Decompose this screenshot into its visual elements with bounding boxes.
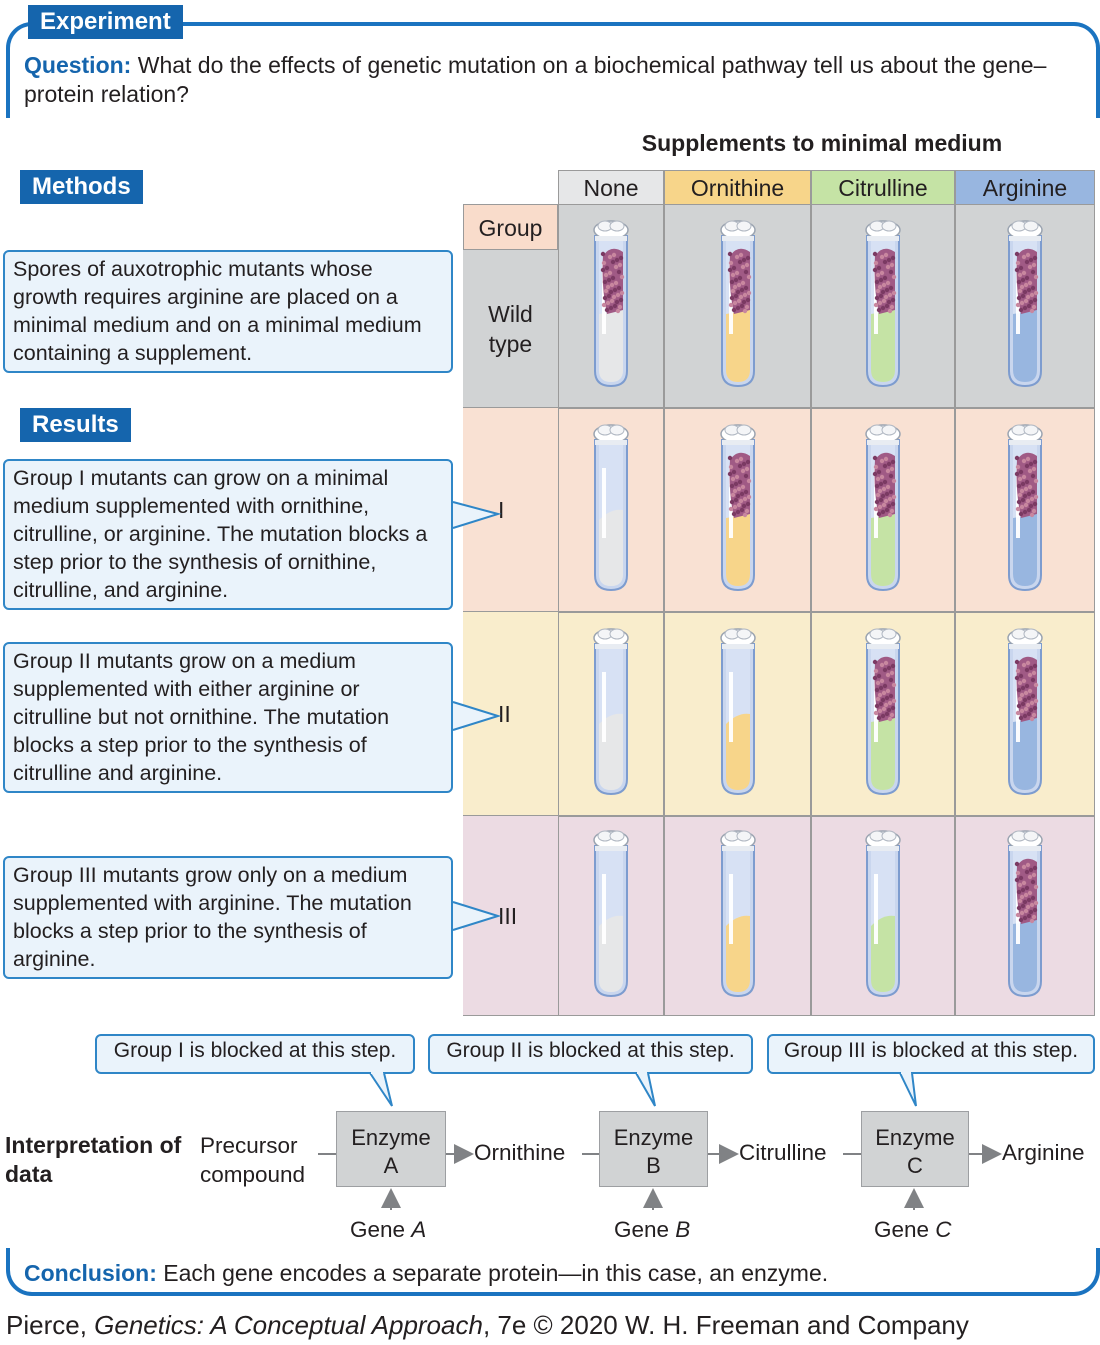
experiment-frame-top [6,22,1100,166]
conclusion: Conclusion: Each gene encodes a separate… [24,1260,828,1287]
pathway-arrows [318,1144,1002,1210]
cell-wild-type-none [558,204,664,408]
credit-author: Pierce, [6,1310,87,1340]
group-ii-callout: Group II mutants grow on a medium supple… [3,642,453,793]
cell-group-i-arginine [955,408,1095,612]
group-iii-callout: Group III mutants grow only on a medium … [3,856,453,979]
test-tube-no-growth [593,830,629,998]
precursor-label: Precursor compound [200,1133,306,1187]
experiment-tag: Experiment [28,5,183,39]
group-iii-text: Group III mutants grow only on a medium … [13,863,412,971]
test-tube-no-growth [865,830,901,998]
test-tube-no-growth [719,628,756,796]
group-header: Group [463,204,558,250]
cell-wild-type-arginine [955,204,1095,408]
test-tube-growth [1007,424,1043,592]
test-tube-no-growth [593,628,629,796]
interpretation-label: Interpretation of data [5,1132,182,1187]
frame-mask [0,118,1100,178]
row-label-wild-type: Wild type [463,250,558,408]
supplements-title: Supplements to minimal medium [641,130,1003,156]
enzyme-c-label: Enzyme C [875,1125,955,1178]
test-tube-no-growth [593,424,629,592]
cell-group-iii-none [558,816,664,1016]
cell-group-ii-arginine [955,612,1095,816]
product-arginine: Arginine [1002,1140,1085,1165]
product-ornithine: Ornithine [474,1140,566,1165]
cell-group-i-citrulline [811,408,955,612]
group-i-callout: Group I mutants can grow on a minimal me… [3,459,453,610]
credit-rest: , 7e © 2020 W. H. Freeman and Company [482,1310,969,1340]
methods-text: Spores of auxotrophic mutants whose grow… [13,257,422,365]
test-tube-growth [865,220,901,388]
methods-callout: Spores of auxotrophic mutants whose grow… [3,250,453,373]
group-ii-text: Group II mutants grow on a medium supple… [13,649,390,785]
results-tag: Results [20,408,131,442]
enzyme-b-box: Enzyme B [599,1111,708,1187]
gene-b-label: Gene B [614,1217,691,1242]
question-text: What do the effects of genetic mutation … [24,52,1047,107]
test-tube-growth [719,424,756,592]
gene-a-label: Gene A [350,1217,427,1242]
enzyme-b-label: Enzyme B [613,1125,694,1178]
test-tube-growth [865,424,901,592]
test-tube-growth [719,220,756,388]
column-header-arginine: Arginine [955,170,1095,205]
product-citrulline: Citrulline [739,1140,827,1165]
cell-group-iii-ornithine [664,816,811,1016]
question: Question: What do the effects of genetic… [24,51,1074,109]
column-header-none: None [558,170,664,205]
blocked-callout-2: Group II is blocked at this step. [428,1034,753,1074]
cell-group-i-ornithine [664,408,811,612]
cell-group-ii-citrulline [811,612,955,816]
gene-c-label: Gene C [874,1217,952,1242]
credit-line: Pierce, Genetics: A Conceptual Approach,… [6,1310,969,1341]
test-tube-growth [1007,628,1043,796]
cell-group-ii-none [558,612,664,816]
credit-title: Genetics: A Conceptual Approach [94,1310,483,1340]
blocked-callout-1: Group I is blocked at this step. [95,1034,415,1074]
callout-pointers [452,501,502,931]
cell-group-ii-ornithine [664,612,811,816]
blocked-pointers [369,1070,917,1107]
test-tube-growth [593,220,629,388]
methods-tag: Methods [20,170,143,204]
column-header-ornithine: Ornithine [664,170,811,205]
cell-group-i-none [558,408,664,612]
group-i-text: Group I mutants can grow on a minimal me… [13,466,428,602]
cell-wild-type-ornithine [664,204,811,408]
test-tube-no-growth [719,830,756,998]
blocked-callout-3: Group III is blocked at this step. [767,1034,1095,1074]
column-header-citrulline: Citrulline [811,170,955,205]
conclusion-label: Conclusion: [24,1260,157,1286]
test-tube-growth [1007,830,1043,998]
question-label: Question: [24,52,132,78]
conclusion-text: Each gene encodes a separate protein—in … [163,1260,829,1286]
test-tube-growth [865,628,901,796]
enzyme-a-label: Enzyme A [351,1125,431,1178]
enzyme-a-box: Enzyme A [336,1111,446,1187]
cell-wild-type-citrulline [811,204,955,408]
cell-group-iii-arginine [955,816,1095,1016]
test-tube-growth [1007,220,1043,388]
enzyme-c-box: Enzyme C [861,1111,969,1187]
cell-group-iii-citrulline [811,816,955,1016]
